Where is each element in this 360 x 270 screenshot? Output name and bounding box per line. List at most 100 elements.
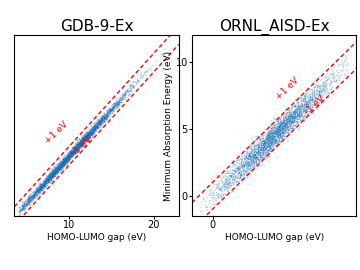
- Point: [68, 147, 74, 151]
- Point: [299, 109, 305, 113]
- Point: [103, 114, 108, 119]
- Point: [305, 103, 311, 107]
- Point: [312, 89, 318, 93]
- Point: [56, 164, 62, 168]
- Point: [234, 160, 239, 165]
- Point: [58, 164, 63, 168]
- Point: [221, 187, 227, 192]
- Point: [291, 118, 297, 123]
- Point: [316, 91, 321, 95]
- Point: [48, 175, 54, 179]
- Point: [86, 134, 92, 139]
- Point: [87, 128, 93, 132]
- Point: [276, 128, 282, 133]
- Point: [305, 109, 311, 113]
- Point: [79, 140, 85, 144]
- Point: [50, 173, 55, 178]
- Point: [263, 137, 269, 141]
- Point: [93, 125, 99, 129]
- Point: [22, 207, 27, 211]
- Point: [102, 112, 108, 116]
- Point: [48, 176, 53, 180]
- Point: [80, 140, 86, 145]
- Point: [81, 136, 86, 141]
- Point: [17, 208, 23, 212]
- Point: [252, 154, 258, 159]
- Point: [242, 162, 248, 166]
- Point: [271, 126, 276, 130]
- Point: [336, 76, 342, 80]
- Point: [267, 144, 273, 148]
- Point: [105, 110, 111, 114]
- Point: [287, 116, 293, 120]
- Point: [99, 117, 105, 122]
- Point: [260, 147, 266, 151]
- Point: [84, 136, 89, 140]
- Point: [48, 179, 54, 183]
- Point: [252, 143, 258, 147]
- Point: [288, 120, 294, 124]
- Point: [274, 135, 279, 140]
- Point: [236, 176, 242, 180]
- Point: [305, 100, 310, 105]
- Point: [297, 110, 303, 115]
- Point: [50, 170, 55, 174]
- Point: [33, 190, 39, 194]
- Point: [60, 158, 66, 163]
- Point: [94, 129, 99, 133]
- Point: [257, 153, 262, 157]
- Point: [296, 101, 301, 105]
- Point: [47, 175, 53, 179]
- Point: [102, 119, 107, 124]
- Point: [63, 153, 68, 157]
- Point: [60, 158, 66, 163]
- Point: [101, 117, 107, 121]
- Point: [131, 79, 137, 83]
- Point: [53, 165, 58, 169]
- Point: [53, 167, 59, 171]
- Point: [284, 110, 290, 114]
- Point: [261, 140, 266, 144]
- Point: [278, 129, 283, 133]
- Point: [61, 160, 67, 164]
- Point: [263, 136, 269, 141]
- Point: [50, 171, 56, 175]
- Point: [104, 112, 110, 116]
- Point: [50, 168, 56, 173]
- Point: [38, 187, 44, 191]
- Point: [51, 174, 57, 178]
- Point: [238, 160, 244, 164]
- Point: [213, 198, 219, 202]
- Point: [213, 191, 219, 195]
- Point: [264, 138, 269, 142]
- Point: [290, 116, 296, 120]
- Point: [64, 158, 70, 163]
- Point: [275, 126, 281, 130]
- Point: [267, 135, 273, 139]
- Point: [238, 159, 244, 164]
- Point: [276, 124, 282, 129]
- Point: [248, 158, 254, 162]
- Point: [269, 127, 275, 131]
- Point: [157, 52, 163, 56]
- Point: [289, 129, 295, 133]
- Point: [322, 87, 328, 92]
- Point: [288, 125, 294, 129]
- Point: [45, 178, 50, 183]
- Point: [52, 170, 58, 175]
- Point: [260, 143, 266, 147]
- Point: [72, 146, 78, 151]
- Point: [76, 147, 82, 151]
- Point: [292, 103, 298, 107]
- Point: [90, 128, 96, 132]
- Point: [107, 106, 112, 110]
- Point: [266, 131, 272, 135]
- Point: [226, 178, 232, 182]
- Point: [273, 130, 279, 134]
- Point: [29, 190, 35, 195]
- Point: [64, 158, 70, 163]
- Point: [77, 146, 82, 150]
- Point: [246, 151, 252, 156]
- Point: [109, 107, 115, 111]
- Point: [298, 110, 304, 114]
